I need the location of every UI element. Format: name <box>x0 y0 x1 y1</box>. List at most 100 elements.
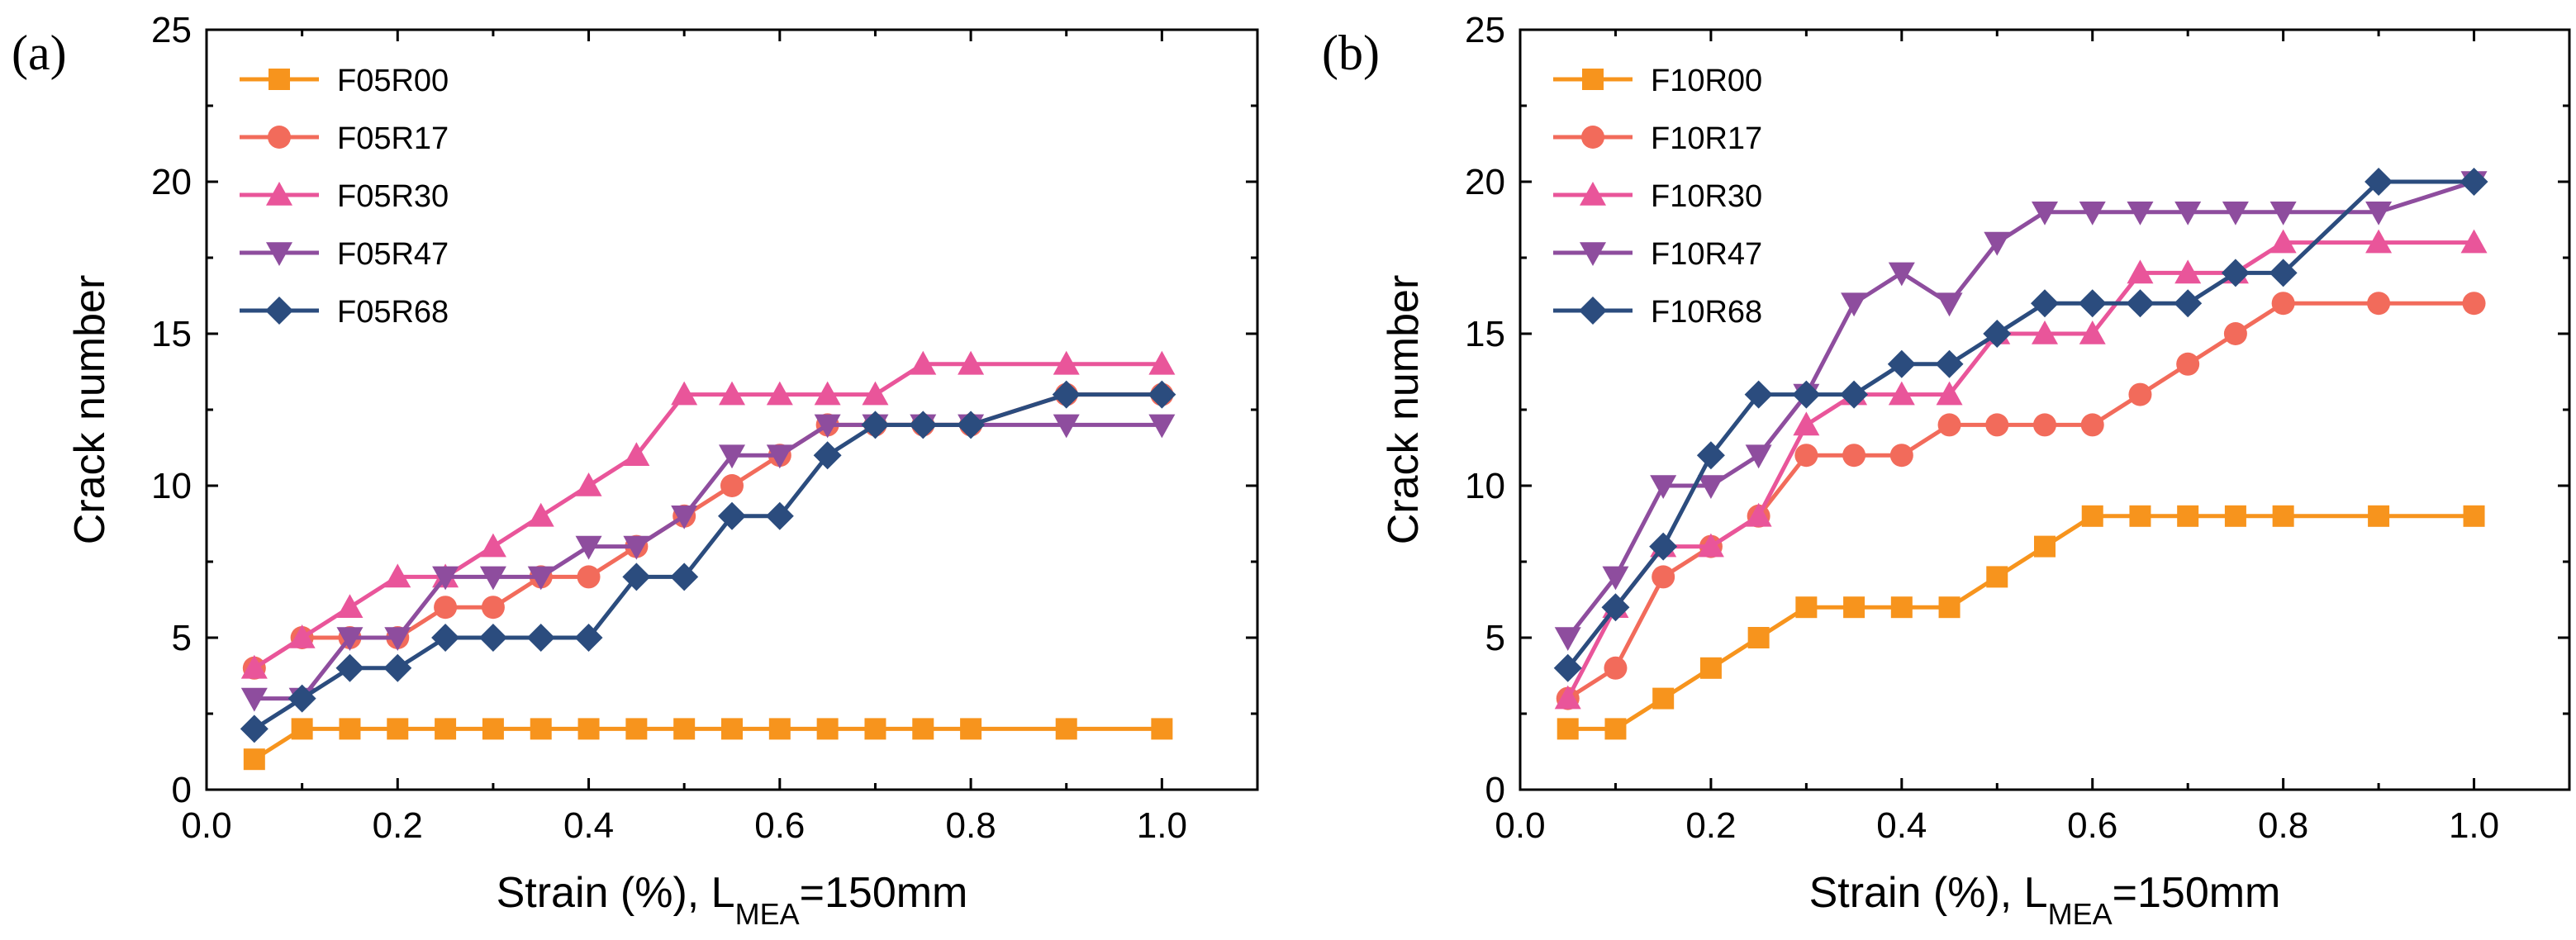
data-point <box>527 566 554 591</box>
data-point <box>1601 593 1630 622</box>
y-tick-label: 10 <box>1465 466 1505 506</box>
data-point <box>240 714 269 743</box>
data-point <box>1052 380 1081 409</box>
x-axis-title-suffix: =150mm <box>800 869 968 917</box>
data-point <box>2174 259 2202 284</box>
data-point <box>435 718 457 740</box>
data-point <box>1890 596 1913 619</box>
data-point <box>291 718 313 740</box>
data-point <box>479 533 506 558</box>
series-F10R68 <box>1553 168 2488 682</box>
data-point <box>910 350 937 375</box>
data-point <box>387 718 409 740</box>
data-point <box>2221 259 2250 287</box>
x-tick-label: 0.0 <box>181 805 231 846</box>
y-axis-title: Crack number <box>1380 275 1428 545</box>
x-tick-label: 1.0 <box>1137 805 1187 846</box>
data-point <box>1888 381 1915 406</box>
data-point <box>1553 653 1582 682</box>
data-point <box>481 596 505 620</box>
data-point <box>622 563 651 591</box>
data-point <box>384 627 411 651</box>
data-point <box>1697 533 1724 558</box>
data-point <box>2177 505 2199 527</box>
data-point <box>575 472 602 496</box>
y-tick-label: 15 <box>1465 314 1505 354</box>
legend-label: F10R00 <box>1651 64 1762 98</box>
y-tick-label: 25 <box>1465 10 1505 50</box>
data-point <box>2271 292 2295 316</box>
data-point <box>670 563 699 591</box>
data-point <box>1697 475 1724 499</box>
data-point <box>862 381 889 406</box>
data-point <box>1053 414 1080 439</box>
data-point <box>861 411 890 439</box>
y-tick-label: 20 <box>1465 162 1505 202</box>
data-point <box>526 624 555 652</box>
data-point <box>1793 411 1820 436</box>
data-point <box>2034 535 2056 558</box>
data-point <box>1652 565 1675 589</box>
data-point <box>2032 320 2058 344</box>
data-point <box>1840 380 1869 409</box>
legend-marker <box>1581 126 1604 149</box>
series-F05R00 <box>243 718 1173 771</box>
series-F05R30 <box>240 350 1176 679</box>
legend-label: F05R17 <box>337 121 449 156</box>
data-point <box>2365 168 2393 196</box>
chart-panel-a: 0 5 10 15 20 25 0.0 0.2 0.4 0.6 0.8 1.0 Strain (%), … <box>12 10 1259 931</box>
y-tick-label: 25 <box>151 10 192 50</box>
data-point <box>2368 505 2390 527</box>
data-point <box>432 566 459 591</box>
data-point <box>1842 444 1866 468</box>
data-point <box>1055 718 1077 740</box>
data-point <box>2081 505 2103 527</box>
data-point <box>2365 202 2393 226</box>
series-line <box>253 362 1162 670</box>
legend-marker <box>269 69 290 90</box>
data-point <box>2126 289 2155 318</box>
data-point <box>574 624 603 652</box>
data-point <box>2128 382 2152 406</box>
x-axis-title-main: Strain (%), L <box>1809 869 2048 917</box>
legend-label: F10R68 <box>1651 295 1762 330</box>
data-point <box>1604 718 1627 740</box>
data-point <box>2080 413 2104 437</box>
data-point <box>2462 292 2486 316</box>
series-F05R17 <box>242 382 1174 680</box>
data-point <box>1652 687 1675 710</box>
data-point <box>335 653 364 682</box>
data-point <box>2269 229 2297 254</box>
data-point <box>1795 596 1818 619</box>
data-point <box>288 624 316 648</box>
legend-marker <box>265 297 293 325</box>
data-point <box>1602 566 1629 591</box>
legend-label: F10R47 <box>1651 237 1762 272</box>
data-point <box>718 501 746 530</box>
data-point <box>434 596 458 620</box>
data-point <box>1843 596 1865 619</box>
data-point <box>1792 380 1821 409</box>
x-axis-title: Strain (%), LMEA=150mm <box>1809 869 2281 931</box>
x-tick-label: 1.0 <box>2449 805 2499 846</box>
legend-label: F10R30 <box>1651 179 1762 214</box>
data-point <box>671 381 698 406</box>
data-point <box>1936 292 1963 317</box>
data-point <box>1888 262 1915 287</box>
data-point <box>2078 289 2107 318</box>
legend-marker <box>266 182 292 206</box>
data-point <box>530 718 552 740</box>
data-point <box>527 502 554 527</box>
data-point <box>814 414 841 439</box>
data-point <box>2223 322 2247 345</box>
data-point <box>766 381 793 406</box>
x-axis-title-main: Strain (%), L <box>497 869 735 917</box>
data-point <box>2367 292 2391 316</box>
data-point <box>339 718 361 740</box>
x-axis-title-suffix: =150mm <box>2113 869 2281 917</box>
data-point <box>431 624 460 652</box>
data-point <box>2031 289 2059 318</box>
data-point <box>2127 202 2154 226</box>
data-point <box>814 381 841 406</box>
data-point <box>909 411 938 439</box>
